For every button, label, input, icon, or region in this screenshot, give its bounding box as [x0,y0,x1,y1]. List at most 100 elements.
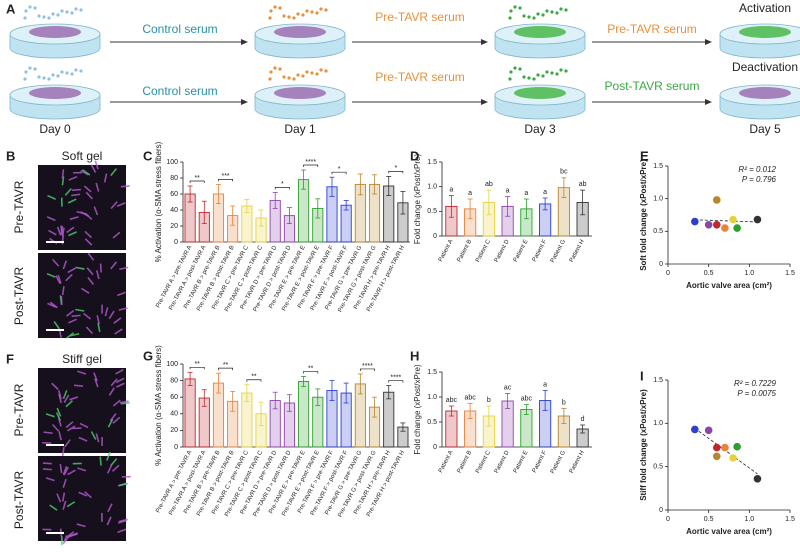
serum-dot [541,13,545,17]
cell-stroke [106,464,113,474]
group-letter: a [524,190,528,197]
cell-stroke [61,169,65,179]
cell-stroke [62,260,68,270]
cell-stroke [65,400,74,408]
cell-stroke [117,528,127,534]
serum-dot [536,12,540,16]
serum-dot [268,77,272,81]
cell-stroke [65,421,74,429]
day-label: Day 5 [749,122,781,136]
point [704,426,713,435]
serum-dot [296,12,300,16]
group-letter: bc [560,169,568,176]
significance-bracket [388,171,404,174]
x-tick-label: 1.5 [785,516,795,523]
group-letter: ab [579,181,587,188]
cell-stroke [71,188,81,192]
significance-label: * [338,166,341,173]
cell-stroke [78,491,88,497]
serum-dot [268,16,272,20]
point [753,215,762,224]
serum-dot [23,16,27,20]
cell-stroke [61,447,65,457]
x-tick-label: Patient B [457,239,474,263]
y-tick-label: 0 [433,233,437,240]
significance-bracket [189,180,205,183]
cell-stroke [116,202,126,207]
serum-dot [74,68,78,72]
group-letter: ac [504,384,512,391]
cell-stroke [64,439,71,448]
y-tick-label: 80 [170,377,178,384]
arrow-head [481,39,488,45]
panel-letter: I [640,368,644,383]
y-tick-label: 0.5 [653,464,663,471]
x-tick-label: 0 [666,516,670,523]
serum-dot [559,68,563,72]
panel-letter: B [6,148,15,163]
cell-stroke [113,317,122,324]
cell-stroke [93,206,99,216]
cell-stroke [56,493,62,503]
arrow-label: Control serum [142,84,217,98]
cell-stroke [111,464,120,472]
stat-label: R² = 0.7229 [734,379,777,388]
serum-dot [51,12,55,16]
group-letter: d [581,416,585,423]
y-tick-label: 60 [170,191,178,198]
significance-bracket [274,187,290,190]
x-tick-label: Patient G [550,239,567,264]
cell-stroke [115,377,125,384]
cell-stroke [62,465,68,475]
bar [520,409,533,448]
arrow-head [241,39,248,45]
group-letter: b [562,399,566,406]
significance-label: * [394,165,397,172]
y-tick-label: 0 [659,261,663,268]
cell-stroke [56,226,62,236]
cell-stroke [81,287,90,294]
x-tick-label: Patient A [438,450,455,474]
significance-label: ** [194,361,200,368]
y-tick-label: 1.5 [653,163,663,170]
serum-dot [324,69,328,73]
x-tick-label: Patient E [513,450,530,474]
cell-stroke [108,387,115,396]
serum-dot [550,10,554,14]
serum-dot [23,77,27,81]
y-tick-label: 100 [166,159,178,166]
point [733,442,741,451]
point [713,221,721,229]
serum-dot [522,14,526,18]
point [691,217,699,226]
significance-bracket [218,367,234,371]
cell-stroke [66,226,75,234]
x-tick-label: Patient C [475,449,492,474]
serum-dot [518,6,522,10]
cell-stroke [51,382,59,391]
x-tick-label: Patient E [513,239,530,263]
serum-dot [518,67,522,71]
serum-dot [315,11,319,15]
cell-stroke [57,274,62,284]
cell-stroke [77,370,87,375]
point [729,454,737,462]
x-tick-label: Patient D [494,449,511,474]
bar [298,380,310,448]
arrow-label: Pre-TAVR serum [375,10,465,24]
serum-dot [70,72,74,76]
cell-stroke [87,276,95,286]
serum-dot [273,66,277,70]
row-label: Pre-TAVR [12,383,26,436]
y-tick-label: 0.5 [427,419,437,426]
cell [739,26,791,38]
serum-dot [269,9,273,13]
x-tick-label: Patient H [569,239,586,264]
x-tick-label: Patient F [532,239,549,263]
serum-dot [278,6,282,10]
point [713,452,721,461]
bar [383,391,395,448]
cell-stroke [110,201,118,209]
cell [274,26,326,38]
